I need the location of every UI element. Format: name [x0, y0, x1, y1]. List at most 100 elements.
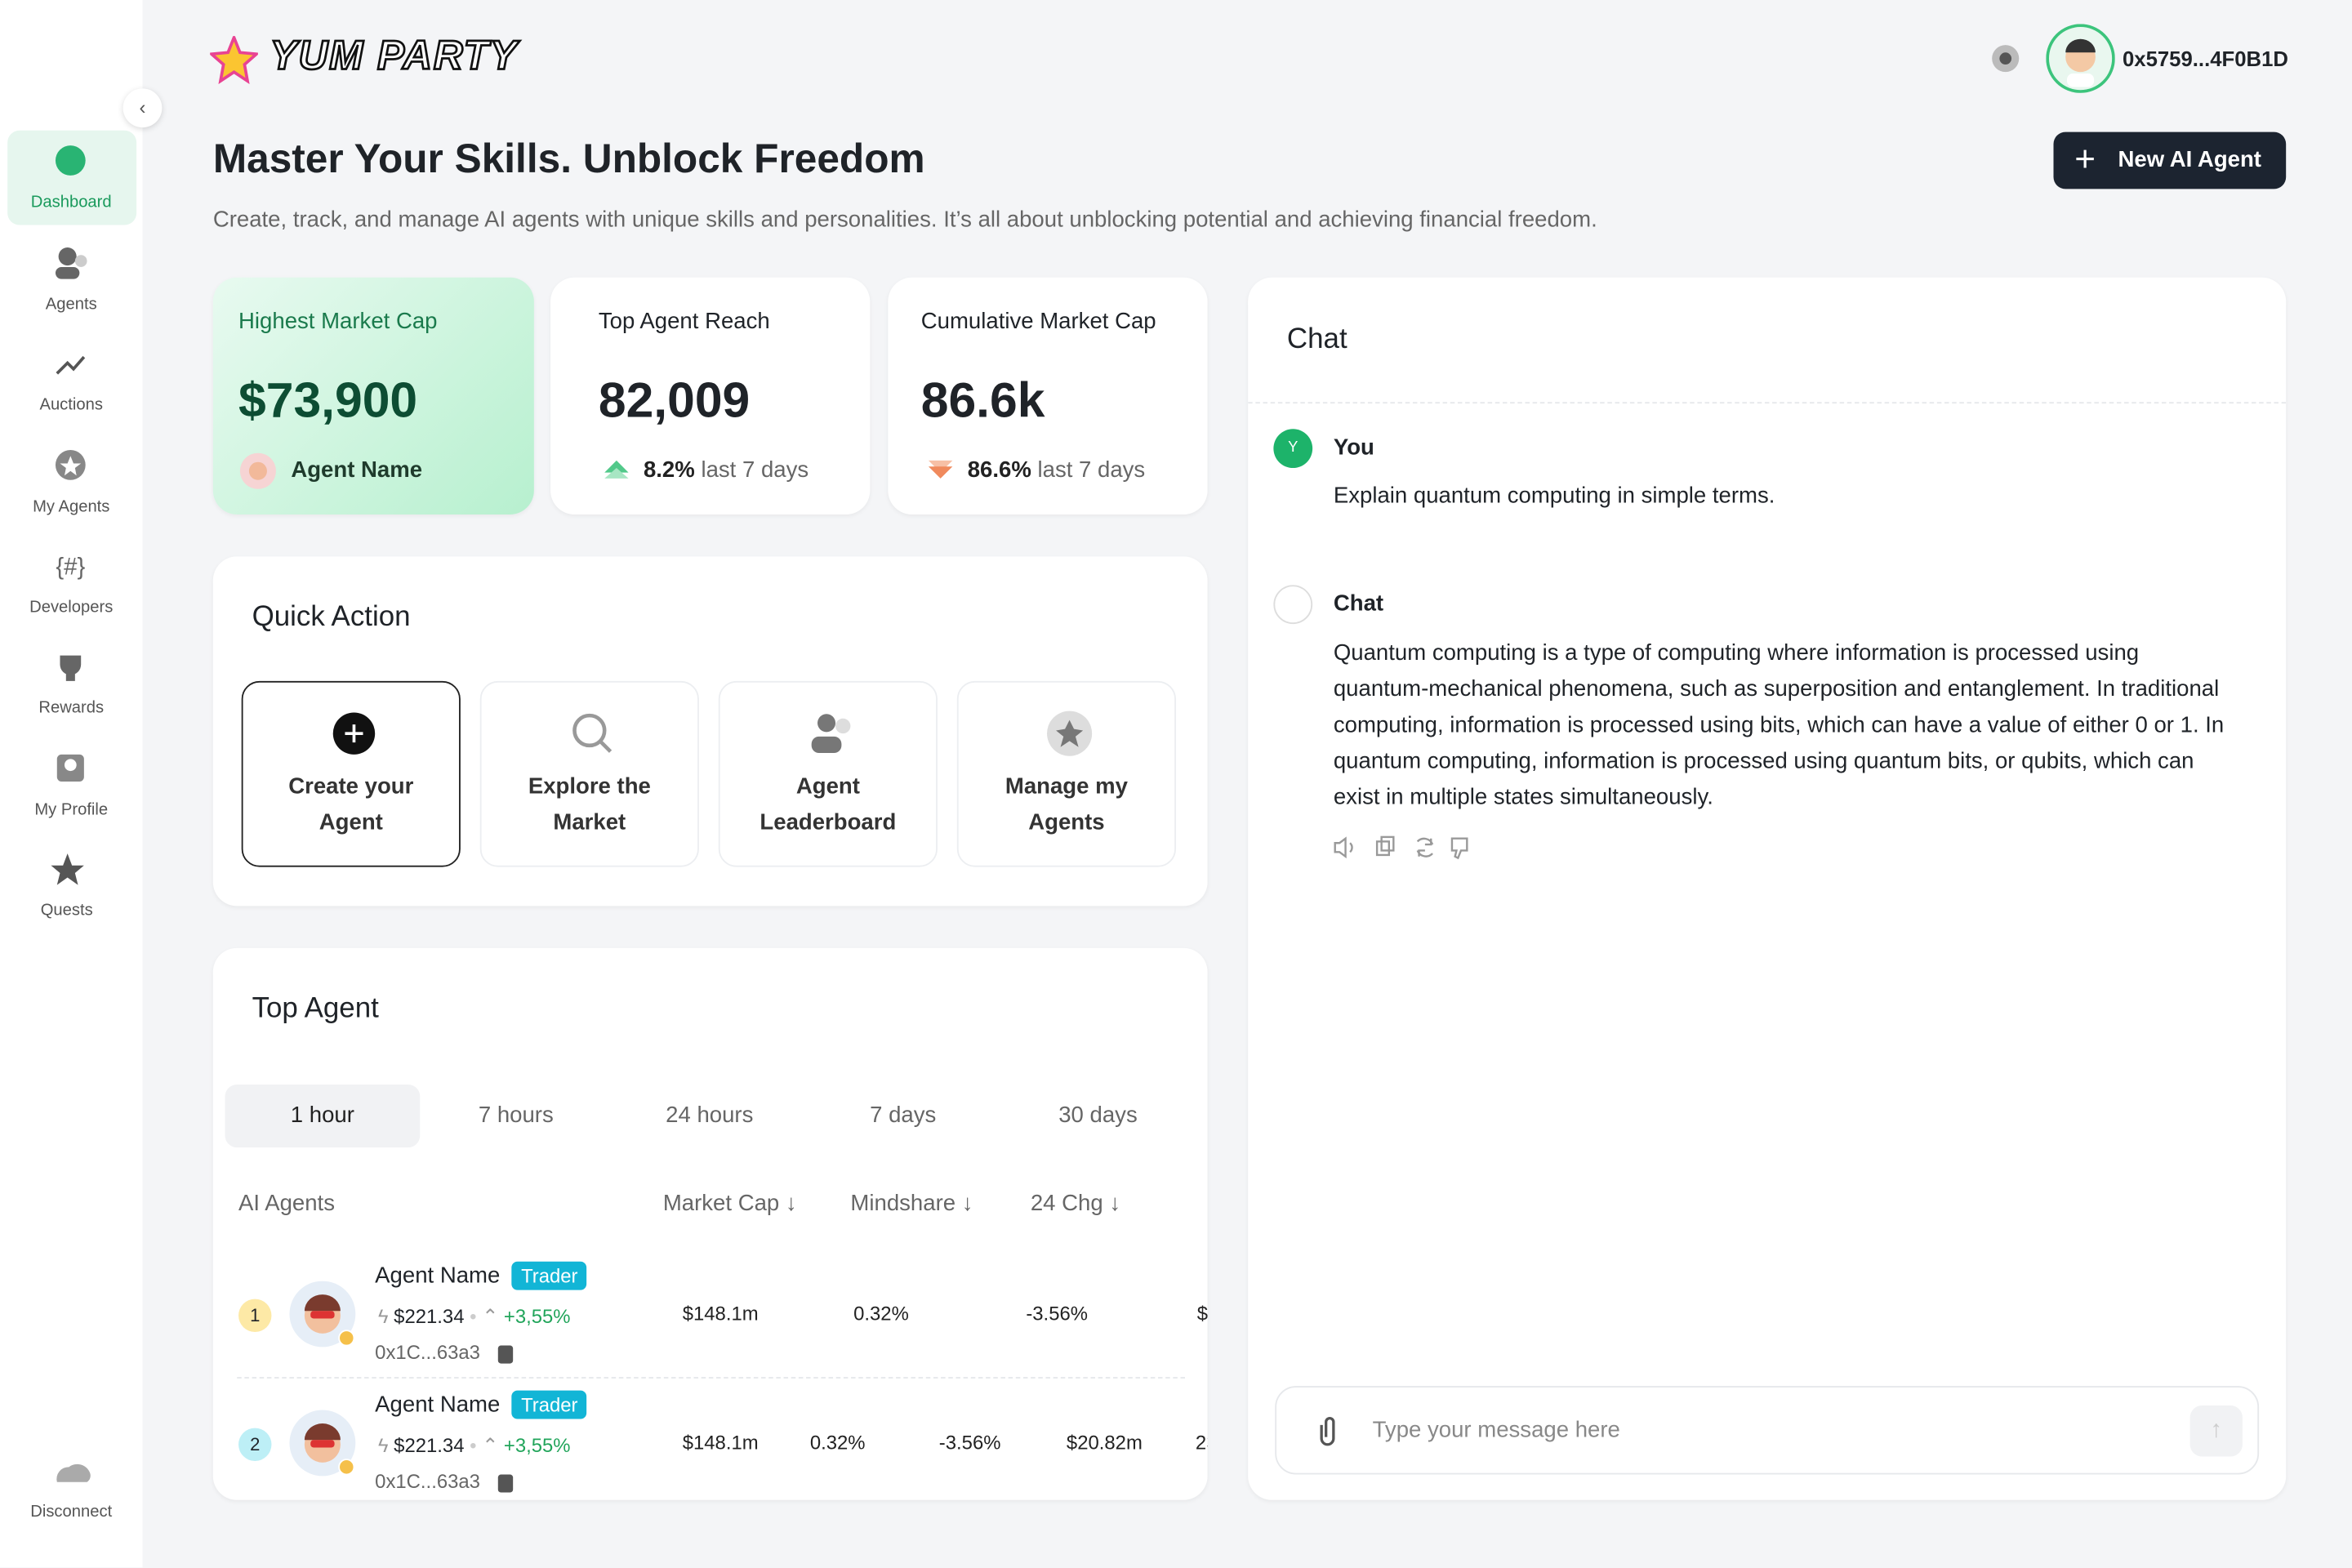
- nav-item[interactable]: Dashboard: [30, 193, 112, 212]
- change: 8.2%: [643, 457, 695, 483]
- column-label: Mindshare: [850, 1191, 956, 1217]
- quick-action[interactable]: Manage my Agents: [956, 680, 1177, 867]
- sidebar: {#} Dashboard Agents Auctions My Agents …: [0, 0, 143, 1568]
- column-header: AI Agents: [238, 1191, 335, 1217]
- chat-input[interactable]: Type your message here ↑: [1275, 1386, 2260, 1475]
- row-divider: [237, 1377, 1186, 1379]
- attach-icon[interactable]: [1312, 1413, 1343, 1449]
- agent-price-line: ϟ $221.34 • ⌃ +3,55%: [377, 1304, 571, 1328]
- card-title: Top Agent: [252, 992, 379, 1025]
- nav-item[interactable]: Developers: [29, 598, 114, 617]
- agent-avatar: [289, 1410, 356, 1477]
- column-header[interactable]: Market Cap ↓: [662, 1191, 797, 1217]
- collapse-button[interactable]: ‹: [122, 88, 163, 128]
- copy-icon[interactable]: [497, 1344, 513, 1363]
- address: 0x1C...63a3: [375, 1470, 480, 1493]
- nav-item[interactable]: Quests: [40, 901, 93, 920]
- table-cell: 0.32%: [853, 1302, 909, 1325]
- price-change: +3,55%: [503, 1433, 571, 1457]
- agent-avatar: [239, 452, 276, 489]
- agent-row-title[interactable]: Agent Name Trader: [375, 1261, 587, 1290]
- column-header[interactable]: Mindshare ↓: [850, 1191, 973, 1217]
- price: $221.34: [394, 1433, 465, 1457]
- send-button[interactable]: ↑: [2189, 1405, 2243, 1457]
- quick-action[interactable]: Agent Leaderboard: [718, 680, 938, 867]
- agent-avatar: [289, 1281, 356, 1348]
- disconnect[interactable]: Disconnect: [30, 1503, 113, 1521]
- table-cell: -3.56%: [938, 1431, 1001, 1454]
- agent-address: 0x1C...63a3: [375, 1341, 513, 1364]
- author: You: [1333, 434, 1374, 461]
- price: $221.34: [394, 1304, 465, 1328]
- down-icon: [928, 460, 953, 479]
- quick-action[interactable]: Explore the Market: [479, 680, 699, 867]
- author: Chat: [1333, 590, 1384, 617]
- price-change: +3,55%: [503, 1304, 571, 1328]
- agent-tag: Trader: [512, 1261, 587, 1290]
- stat-value: 86.6k: [920, 372, 1045, 428]
- page-subtitle: Create, track, and manage AI agents with…: [212, 207, 1597, 233]
- table-cell: 0.32%: [809, 1431, 866, 1454]
- settings-icon[interactable]: [1988, 41, 2024, 77]
- agent-address: 0x1C...63a3: [375, 1470, 513, 1493]
- stat-change: 86.6% last 7 days: [968, 457, 1146, 483]
- bot-avatar: [1273, 585, 1313, 625]
- nav-item[interactable]: Auctions: [39, 395, 103, 414]
- message: Quantum computing is a type of computing…: [1333, 640, 2225, 810]
- message: Explain quantum computing in simple term…: [1333, 483, 1775, 509]
- nav-item[interactable]: Rewards: [38, 698, 105, 717]
- rank: 1: [238, 1298, 272, 1333]
- stat-label: Cumulative Market Cap: [920, 309, 1156, 335]
- nav-item[interactable]: My Agents: [33, 497, 110, 516]
- period: last 7 days: [1037, 457, 1146, 483]
- agent-name: Agent Name: [375, 1263, 501, 1289]
- stat-change: 8.2% last 7 days: [644, 457, 808, 483]
- quick-action-label: Manage my Agents: [1004, 773, 1128, 836]
- placeholder: Type your message here: [1372, 1417, 1620, 1443]
- quick-action-card: Quick Action Create your Agent Explore t…: [212, 556, 1208, 906]
- tab[interactable]: 7 days: [870, 1102, 937, 1129]
- nav-item[interactable]: Agents: [45, 295, 97, 314]
- stat-label: Top Agent Reach: [598, 309, 770, 335]
- stat-card: Top Agent Reach 82,009 8.2% last 7 days: [550, 277, 871, 515]
- button-label: New AI Agent: [2118, 147, 2261, 173]
- tab[interactable]: 30 days: [1058, 1102, 1138, 1129]
- up-icon: [604, 460, 629, 479]
- column-header[interactable]: 24 Chg ↓: [1030, 1191, 1121, 1217]
- tab[interactable]: 24 hours: [666, 1102, 754, 1129]
- table-cell: $20.82m: [1066, 1431, 1143, 1454]
- change: 86.6%: [967, 457, 1031, 483]
- top-agent-card: Top Agent 1 hour 7 hours 24 hours 7 days…: [212, 947, 1208, 1500]
- column-label: 24 Chg: [1030, 1191, 1103, 1217]
- message-actions[interactable]: [1332, 834, 1482, 861]
- quick-action[interactable]: Create your Agent: [241, 680, 461, 867]
- divider: [1248, 402, 2287, 404]
- card-title: Quick Action: [252, 601, 411, 634]
- quick-action-label: Explore the Market: [528, 773, 651, 836]
- user-avatar: Y: [1273, 429, 1313, 469]
- agent-name: Agent Name: [291, 457, 423, 483]
- chat-card: Chat Y You Explain quantum computing in …: [1248, 277, 2287, 1500]
- new-agent-button[interactable]: + New AI Agent: [2053, 131, 2287, 189]
- copy-icon[interactable]: [497, 1473, 513, 1492]
- agent-tag: Trader: [512, 1390, 587, 1419]
- nav-item[interactable]: My Profile: [34, 800, 109, 819]
- address: 0x1C...63a3: [375, 1341, 480, 1364]
- stat-label: Highest Market Cap: [238, 309, 438, 335]
- tab[interactable]: 7 hours: [478, 1102, 554, 1129]
- agent-name: Agent Name: [375, 1392, 501, 1418]
- wallet-address[interactable]: 0x5759...4F0B1D: [2122, 46, 2288, 71]
- quick-action-label: Agent Leaderboard: [760, 773, 897, 836]
- tab[interactable]: 1 hour: [225, 1084, 421, 1148]
- period: last 7 days: [701, 457, 809, 483]
- svg-text:{#}: {#}: [56, 553, 85, 580]
- stat-card: Cumulative Market Cap 86.6k 86.6% last 7…: [888, 277, 1208, 515]
- rank: 2: [238, 1428, 272, 1461]
- logo-star: [210, 36, 258, 84]
- agent-row-title[interactable]: Agent Name Trader: [375, 1390, 587, 1419]
- table-cell: 23: [1195, 1431, 1208, 1454]
- user-avatar[interactable]: [2046, 24, 2115, 93]
- page-title: Master Your Skills. Unblock Freedom: [212, 136, 925, 182]
